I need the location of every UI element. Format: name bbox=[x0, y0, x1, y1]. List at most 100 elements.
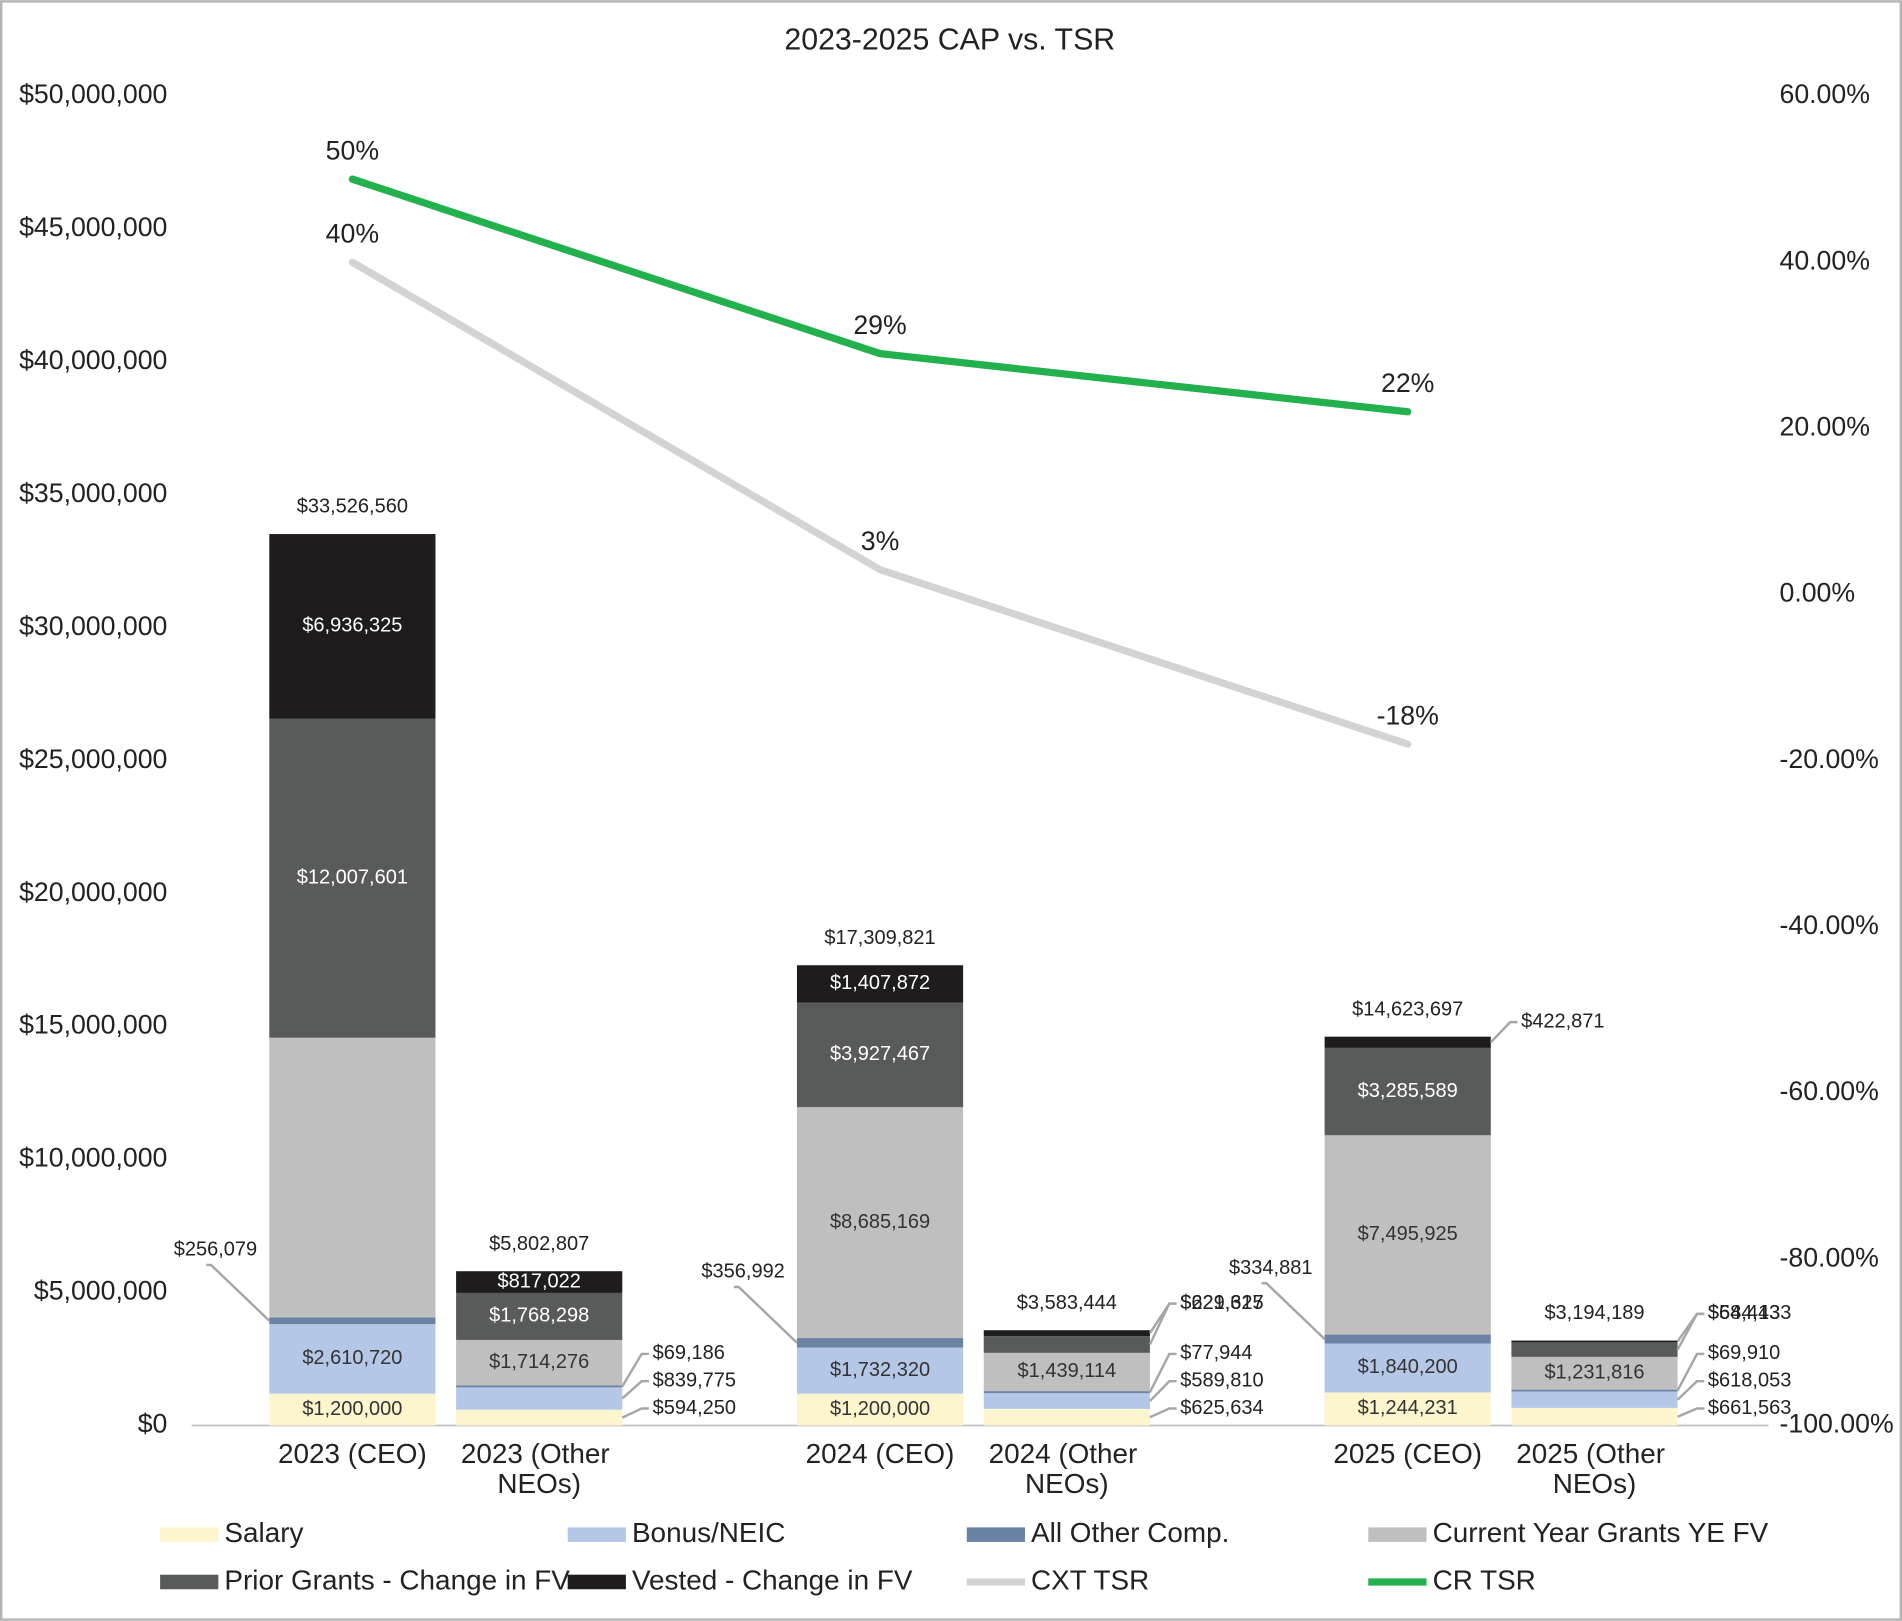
legend-label: Vested - Change in FV bbox=[632, 1564, 913, 1595]
data-label: $3,285,589 bbox=[1358, 1080, 1458, 1102]
leader-line bbox=[1149, 1380, 1177, 1402]
bar-segment bbox=[1511, 1407, 1678, 1426]
x-tick-label: 2023 (CEO) bbox=[278, 1438, 427, 1469]
data-label: $334,881 bbox=[1229, 1257, 1312, 1279]
leader-line bbox=[1676, 1380, 1705, 1401]
bar-segment bbox=[796, 1107, 964, 1339]
total-label: $3,194,189 bbox=[1544, 1302, 1644, 1324]
bar-segment bbox=[1324, 1036, 1491, 1048]
y2-tick-label: -80.00% bbox=[1779, 1242, 1878, 1272]
data-label: $1,714,276 bbox=[489, 1351, 589, 1373]
bar-segment bbox=[1324, 1343, 1491, 1393]
data-label: $1,840,200 bbox=[1358, 1356, 1458, 1378]
data-label: $1,407,872 bbox=[830, 972, 930, 994]
leader-line bbox=[1489, 1020, 1518, 1044]
data-label: $1,200,000 bbox=[830, 1398, 930, 1420]
y2-tick-label: 20.00% bbox=[1779, 411, 1869, 441]
y-tick-label: $40,000,000 bbox=[19, 345, 167, 375]
bar-segment bbox=[983, 1391, 1150, 1394]
leader-line bbox=[621, 1380, 649, 1400]
leader-line bbox=[621, 1352, 649, 1388]
y-tick-label: $0 bbox=[138, 1409, 168, 1439]
line-label: -18% bbox=[1377, 701, 1439, 731]
leader-line bbox=[206, 1263, 271, 1322]
bar-segment bbox=[456, 1409, 623, 1426]
bar-segment bbox=[983, 1336, 1150, 1353]
leader-line bbox=[621, 1407, 649, 1419]
data-label: $1,732,320 bbox=[830, 1359, 930, 1381]
data-label: $1,244,231 bbox=[1358, 1397, 1458, 1419]
data-label: $69,186 bbox=[653, 1342, 725, 1364]
leader-line bbox=[1676, 1352, 1705, 1392]
bar-segment bbox=[269, 1317, 436, 1325]
data-label: $12,007,601 bbox=[297, 866, 408, 888]
x-tick-label: 2025 (CEO) bbox=[1333, 1438, 1482, 1469]
data-label: $77,944 bbox=[1180, 1342, 1252, 1364]
bar-segment bbox=[1511, 1356, 1678, 1390]
data-label: $221,625 bbox=[1180, 1292, 1263, 1314]
bar-segment bbox=[1324, 1334, 1491, 1344]
y-tick-label: $35,000,000 bbox=[19, 478, 167, 508]
data-label: $356,992 bbox=[701, 1261, 784, 1283]
data-label: $69,910 bbox=[1708, 1342, 1780, 1364]
data-label: $625,634 bbox=[1180, 1397, 1263, 1419]
data-label: $3,927,467 bbox=[830, 1043, 930, 1065]
bar-segment bbox=[1511, 1340, 1678, 1343]
line-label: 40% bbox=[326, 219, 379, 249]
bar-segment bbox=[796, 1393, 964, 1426]
y-tick-label: $30,000,000 bbox=[19, 611, 167, 641]
legend-swatch bbox=[1368, 1527, 1427, 1542]
line-label: 29% bbox=[853, 310, 906, 340]
x-tick-line: NEOs) bbox=[1025, 1469, 1109, 1500]
bar-segment bbox=[796, 1347, 964, 1394]
data-label: $1,200,000 bbox=[302, 1398, 402, 1420]
y2-tick-label: -20.00% bbox=[1779, 744, 1878, 774]
legend-swatch bbox=[567, 1527, 626, 1542]
y2-tick-label: -40.00% bbox=[1779, 910, 1878, 940]
data-label: $6,936,325 bbox=[302, 615, 402, 637]
leader-line bbox=[733, 1285, 798, 1344]
bar-segment bbox=[983, 1352, 1150, 1392]
bar-segment bbox=[456, 1292, 623, 1340]
legend-label: CR TSR bbox=[1433, 1564, 1536, 1595]
y2-tick-label: 0.00% bbox=[1779, 578, 1855, 608]
data-label: $256,079 bbox=[174, 1239, 257, 1261]
bar-segment bbox=[1511, 1391, 1678, 1408]
y-tick-label: $5,000,000 bbox=[34, 1276, 167, 1306]
bar-segment bbox=[983, 1393, 1150, 1409]
leader-line bbox=[1148, 1352, 1177, 1393]
y2-tick-label: -60.00% bbox=[1779, 1076, 1878, 1106]
data-label: $661,563 bbox=[1708, 1397, 1791, 1419]
data-label: $817,022 bbox=[497, 1270, 580, 1292]
legend-label: CXT TSR bbox=[1031, 1564, 1149, 1595]
data-label: $1,231,816 bbox=[1544, 1362, 1644, 1384]
line-label: 3% bbox=[861, 526, 900, 556]
line-series bbox=[348, 258, 1412, 748]
bar-segment bbox=[796, 1338, 964, 1348]
x-tick-line: NEOs) bbox=[1553, 1469, 1637, 1500]
legend-swatch bbox=[567, 1574, 626, 1590]
legend-swatch bbox=[160, 1527, 219, 1542]
data-label: $629,317 bbox=[1180, 1292, 1263, 1314]
bar-segment bbox=[796, 965, 964, 1003]
leader-line bbox=[1261, 1282, 1326, 1340]
x-tick-line: 2025 (Other bbox=[1516, 1438, 1672, 1469]
data-label: $7,495,925 bbox=[1358, 1223, 1458, 1245]
bar-segment bbox=[983, 1330, 1150, 1337]
y2-tick-label: 40.00% bbox=[1779, 245, 1869, 275]
bar-segment bbox=[1324, 1047, 1491, 1136]
y-tick-label: $20,000,000 bbox=[19, 877, 167, 907]
data-label: $589,810 bbox=[1180, 1370, 1263, 1392]
y-tick-label: $25,000,000 bbox=[19, 744, 167, 774]
bar-segment bbox=[269, 718, 436, 1038]
total-label: $17,309,821 bbox=[824, 927, 935, 949]
x-tick-label: 2023 (Other NEOs) bbox=[461, 1438, 617, 1499]
total-label: $5,802,807 bbox=[489, 1233, 589, 1255]
bar-segment bbox=[1324, 1392, 1491, 1426]
bar-segment bbox=[456, 1271, 623, 1293]
bar-segment bbox=[456, 1387, 623, 1410]
bar-segment bbox=[1324, 1135, 1491, 1335]
data-label: $422,871 bbox=[1521, 1010, 1604, 1032]
bar-segment bbox=[1511, 1389, 1678, 1392]
